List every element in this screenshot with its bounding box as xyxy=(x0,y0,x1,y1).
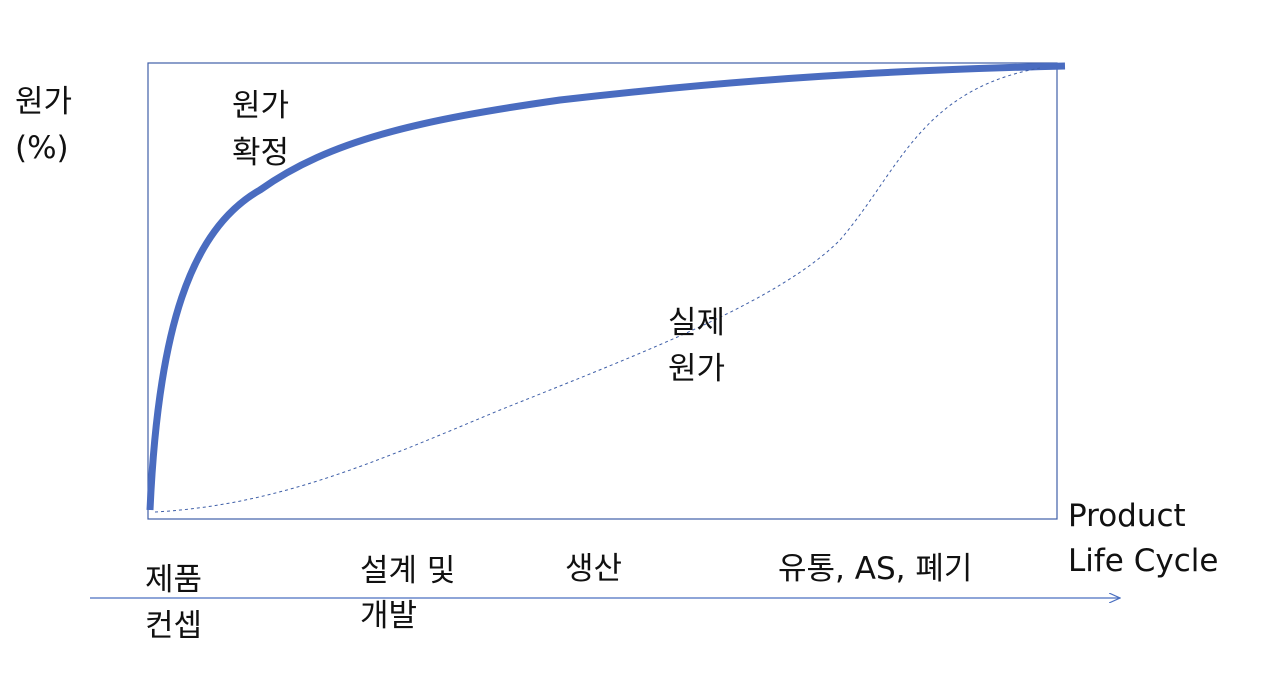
y-axis-label: 원가 xyxy=(15,84,72,120)
curve-label: 확정 xyxy=(232,135,289,171)
x-axis-label: Life Cycle xyxy=(1068,543,1218,579)
plot-frame xyxy=(147,62,1058,520)
committed-cost-curve xyxy=(146,62,1066,511)
stage-label: 생산 xyxy=(565,551,622,587)
stage-label: 제품 xyxy=(145,562,202,598)
stage-label: 유통, AS, 폐기 xyxy=(778,551,972,587)
x-axis-label: Product xyxy=(1068,498,1186,534)
stage-label: 설계 및 xyxy=(360,553,455,589)
stage-label: 컨셉 xyxy=(145,608,202,644)
curve-label: 원가 xyxy=(232,88,289,124)
y-axis-label: (%) xyxy=(15,130,69,166)
actual-cost-curve xyxy=(154,67,1041,513)
stage-label: 개발 xyxy=(360,598,417,634)
curve-label: 실제 xyxy=(668,305,725,341)
curve-label: 원가 xyxy=(668,351,725,387)
